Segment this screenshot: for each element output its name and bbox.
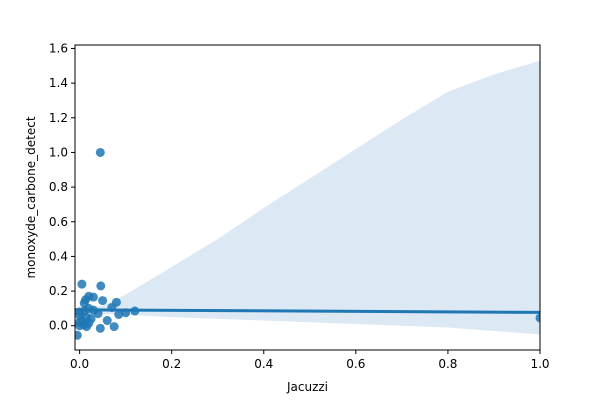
- y-tick-label: 1.4: [49, 76, 68, 90]
- y-tick-label: 1.6: [49, 41, 68, 55]
- axes-border: [74, 44, 541, 351]
- confidence-band: [75, 60, 540, 335]
- x-tick-label: 0.2: [162, 357, 181, 371]
- x-axis-ticks: 0.0 0.2 0.4 0.6 0.8 1.0: [70, 350, 550, 371]
- data-point: [75, 321, 85, 331]
- y-tick-label: 0.8: [49, 180, 68, 194]
- x-tick-label: 1.0: [530, 357, 549, 371]
- y-tick-label: 0.4: [49, 249, 68, 263]
- x-tick-label: 0.8: [438, 357, 457, 371]
- data-point: [77, 279, 87, 289]
- x-tick-label: 0.0: [70, 357, 89, 371]
- y-tick-label: 1.2: [49, 111, 68, 125]
- data-point: [75, 330, 82, 340]
- data-point: [95, 323, 105, 333]
- y-axis-label: monoxyde_carbone_detect: [24, 116, 38, 278]
- regression-line: [75, 308, 540, 314]
- data-point: [98, 296, 108, 306]
- y-tick-label: 0.2: [49, 284, 68, 298]
- y-tick-label: 0.6: [49, 215, 68, 229]
- x-axis-label: Jacuzzi: [286, 380, 328, 394]
- data-point: [88, 292, 98, 302]
- y-tick-label: 1.0: [49, 145, 68, 159]
- x-tick-label: 0.4: [254, 357, 273, 371]
- data-point: [114, 309, 124, 319]
- data-point: [96, 281, 106, 291]
- axes-frame: [74, 44, 541, 351]
- data-point: [95, 147, 105, 157]
- data-point: [82, 322, 92, 332]
- y-axis-ticks: 0.0 0.2 0.4 0.6 0.8 1.0 1.2 1.4 1.6: [49, 41, 75, 333]
- data-point: [535, 313, 540, 323]
- plot-area: [75, 60, 540, 340]
- data-point: [102, 316, 112, 326]
- y-tick-label: 0.0: [49, 319, 68, 333]
- data-points: [75, 147, 540, 340]
- x-tick-label: 0.6: [346, 357, 365, 371]
- data-point: [109, 322, 119, 332]
